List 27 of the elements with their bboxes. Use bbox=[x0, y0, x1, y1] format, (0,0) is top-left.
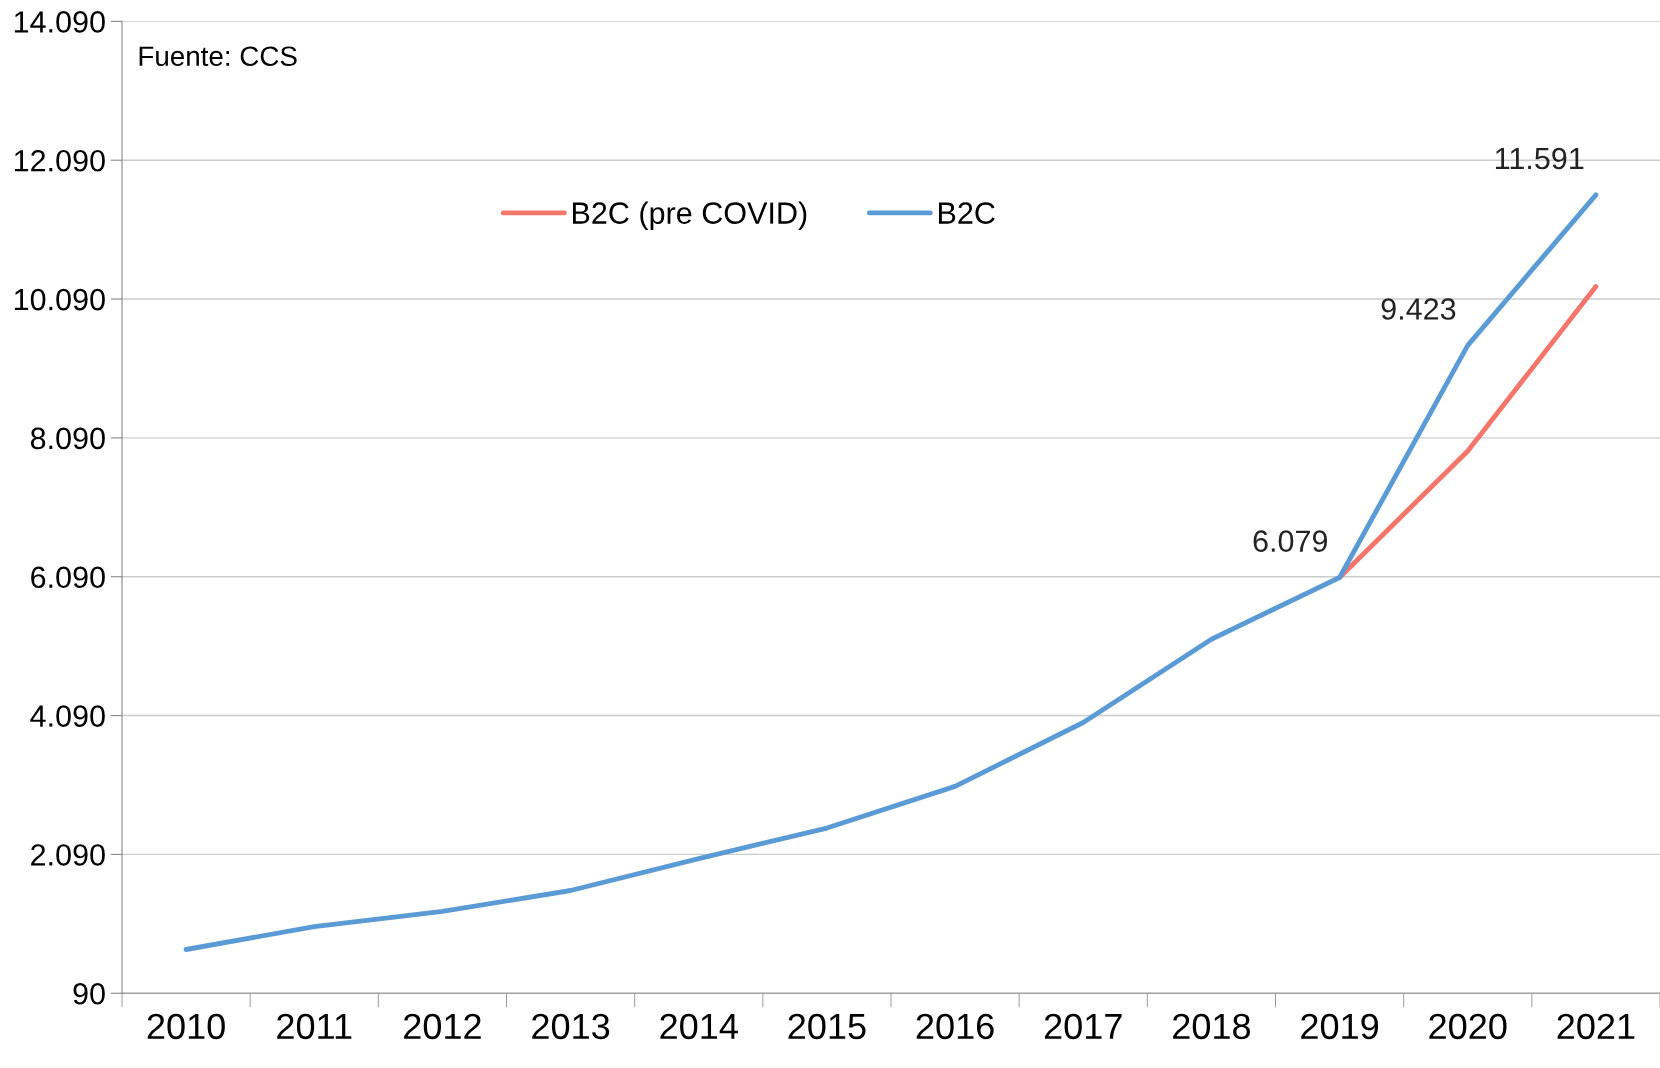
y-tick-label: 90 bbox=[73, 982, 105, 1005]
legend-label: B2C (pre COVID) bbox=[572, 201, 807, 230]
x-tick-label: 2018 bbox=[1173, 1013, 1251, 1040]
x-tick-label: 2019 bbox=[1301, 1013, 1379, 1040]
x-tick-label: 2020 bbox=[1429, 1013, 1507, 1040]
x-tick-label: 2017 bbox=[1044, 1013, 1122, 1040]
x-tick-label: 2021 bbox=[1557, 1013, 1635, 1040]
line-series bbox=[183, 192, 1599, 952]
x-tick-label: 2014 bbox=[660, 1013, 738, 1040]
x-tick-label: 2010 bbox=[147, 1013, 225, 1040]
x-tick-label: 2016 bbox=[916, 1013, 994, 1040]
x-tick-label: 2013 bbox=[532, 1013, 610, 1040]
y-tick-label: 10.090 bbox=[14, 288, 105, 311]
x-tick-label: 2015 bbox=[788, 1013, 866, 1040]
data-label: 6.079 bbox=[1253, 530, 1328, 552]
x-tick-label: 2011 bbox=[277, 1013, 352, 1040]
y-tick-label: 12.090 bbox=[14, 149, 105, 172]
annotation: Fuente: CCS bbox=[139, 46, 297, 67]
y-tick-label: 4.090 bbox=[30, 705, 105, 727]
y-tick-label: 8.090 bbox=[30, 427, 105, 450]
data-label: 11.591 bbox=[1495, 147, 1584, 170]
y-tick-label: 6.090 bbox=[31, 566, 105, 589]
data-label: 9.423 bbox=[1381, 298, 1456, 320]
y-tick-label: 14.090 bbox=[14, 11, 105, 33]
y-tick-label: 2.090 bbox=[31, 844, 105, 866]
legend-label: B2C bbox=[939, 202, 995, 224]
x-tick-label: 2012 bbox=[404, 1013, 481, 1040]
